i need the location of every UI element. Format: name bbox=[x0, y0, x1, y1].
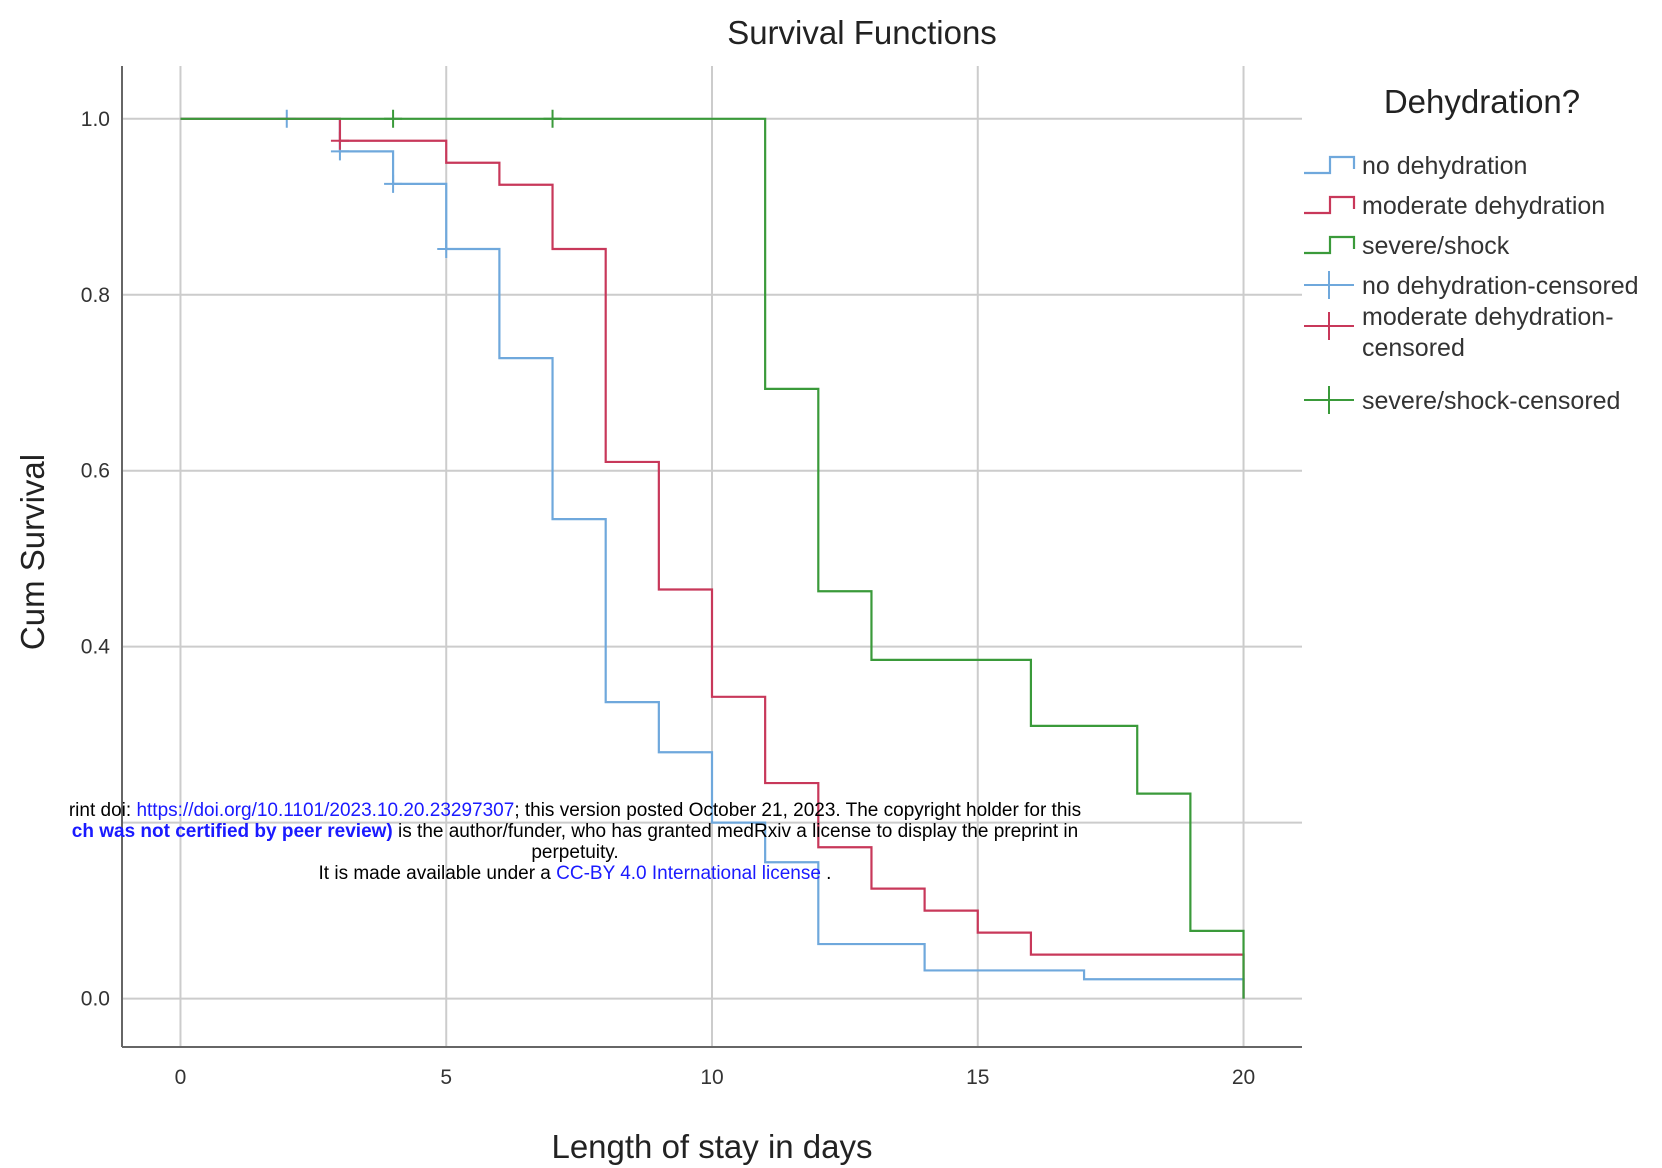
x-axis-title: Length of stay in days bbox=[551, 1128, 872, 1165]
y-tick-label-5: 1.0 bbox=[81, 108, 110, 131]
legend-label-4-line-0: moderate dehydration- bbox=[1362, 303, 1614, 331]
legend-label-5: severe/shock-censored bbox=[1362, 387, 1620, 415]
legend-label-3: no dehydration-censored bbox=[1362, 272, 1639, 300]
chart-title: Survival Functions bbox=[727, 14, 997, 51]
censor-mark-0-3 bbox=[437, 240, 456, 259]
y-tick-label-4: 0.8 bbox=[81, 284, 110, 307]
preprint-notice: rint doi: https://doi.org/10.1101/2023.1… bbox=[0, 800, 1150, 884]
legend-label-0: no dehydration bbox=[1362, 152, 1527, 180]
legend-swatch-3 bbox=[1304, 271, 1354, 299]
x-tick-label-4: 20 bbox=[1232, 1066, 1255, 1089]
notice-line-2-suffix: is the author/funder, who has granted me… bbox=[392, 821, 1079, 842]
license-link[interactable]: CC-BY 4.0 International license bbox=[556, 863, 821, 884]
notice-line-2-bold: ch was not certified by peer review) bbox=[71, 821, 393, 842]
x-tick-label-1: 5 bbox=[440, 1066, 452, 1089]
x-tick-label-0: 0 bbox=[175, 1066, 187, 1089]
notice-line-1: rint doi: https://doi.org/10.1101/2023.1… bbox=[0, 800, 1150, 821]
notice-line-3: perpetuity. bbox=[531, 842, 619, 863]
legend-label-1: moderate dehydration bbox=[1362, 192, 1605, 220]
notice-line-2: ch was not certified by peer review) is … bbox=[0, 821, 1150, 842]
legend-title: Dehydration? bbox=[1384, 83, 1580, 120]
legend-label-4-line-1: censored bbox=[1362, 334, 1465, 362]
censor-mark-2-0 bbox=[384, 109, 403, 128]
legend-swatch-5 bbox=[1304, 386, 1354, 414]
censor-mark-0-2 bbox=[384, 174, 403, 193]
y-tick-label-2: 0.4 bbox=[81, 636, 111, 659]
y-tick-label-3: 0.6 bbox=[81, 460, 110, 483]
notice-line-4-prefix: It is made available under a bbox=[318, 863, 557, 884]
legend-swatch-4 bbox=[1304, 312, 1354, 340]
series-line-1 bbox=[180, 117, 1245, 999]
x-tick-label-3: 15 bbox=[966, 1066, 989, 1089]
notice-line-1-prefix: rint doi: bbox=[68, 800, 137, 821]
notice-line-4: It is made available under a CC-BY 4.0 I… bbox=[0, 863, 1150, 884]
y-tick-label-0: 0.0 bbox=[81, 988, 110, 1011]
x-tick-label-2: 10 bbox=[700, 1066, 723, 1089]
legend-swatch-2 bbox=[1304, 235, 1356, 255]
legend-swatch-0 bbox=[1304, 155, 1356, 175]
axes bbox=[121, 66, 1302, 1048]
legend-label-4: moderate dehydration-censored bbox=[1362, 303, 1614, 362]
series-line-2 bbox=[180, 117, 1245, 999]
legend-swatch-1 bbox=[1304, 195, 1356, 215]
censor-mark-1-0 bbox=[330, 131, 349, 150]
grid-lines bbox=[122, 66, 1302, 1047]
notice-line-1-suffix: ; this version posted October 21, 2023. … bbox=[514, 800, 1082, 821]
series-line-0 bbox=[180, 117, 1245, 999]
y-axis-title: Cum Survival bbox=[14, 454, 51, 650]
legend: Dehydration? no dehydration moderate dehy… bbox=[1304, 83, 1639, 415]
series-lines bbox=[180, 109, 1245, 999]
notice-line-4-suffix: . bbox=[820, 863, 832, 884]
tick-labels: 0 5 10 15 20 0.0 0.4 0.6 0.8 1.0 bbox=[81, 108, 1255, 1089]
censor-mark-2-1 bbox=[543, 109, 562, 128]
doi-link[interactable]: https://doi.org/10.1101/2023.10.20.23297… bbox=[136, 800, 515, 821]
legend-label-2: severe/shock bbox=[1362, 232, 1510, 260]
